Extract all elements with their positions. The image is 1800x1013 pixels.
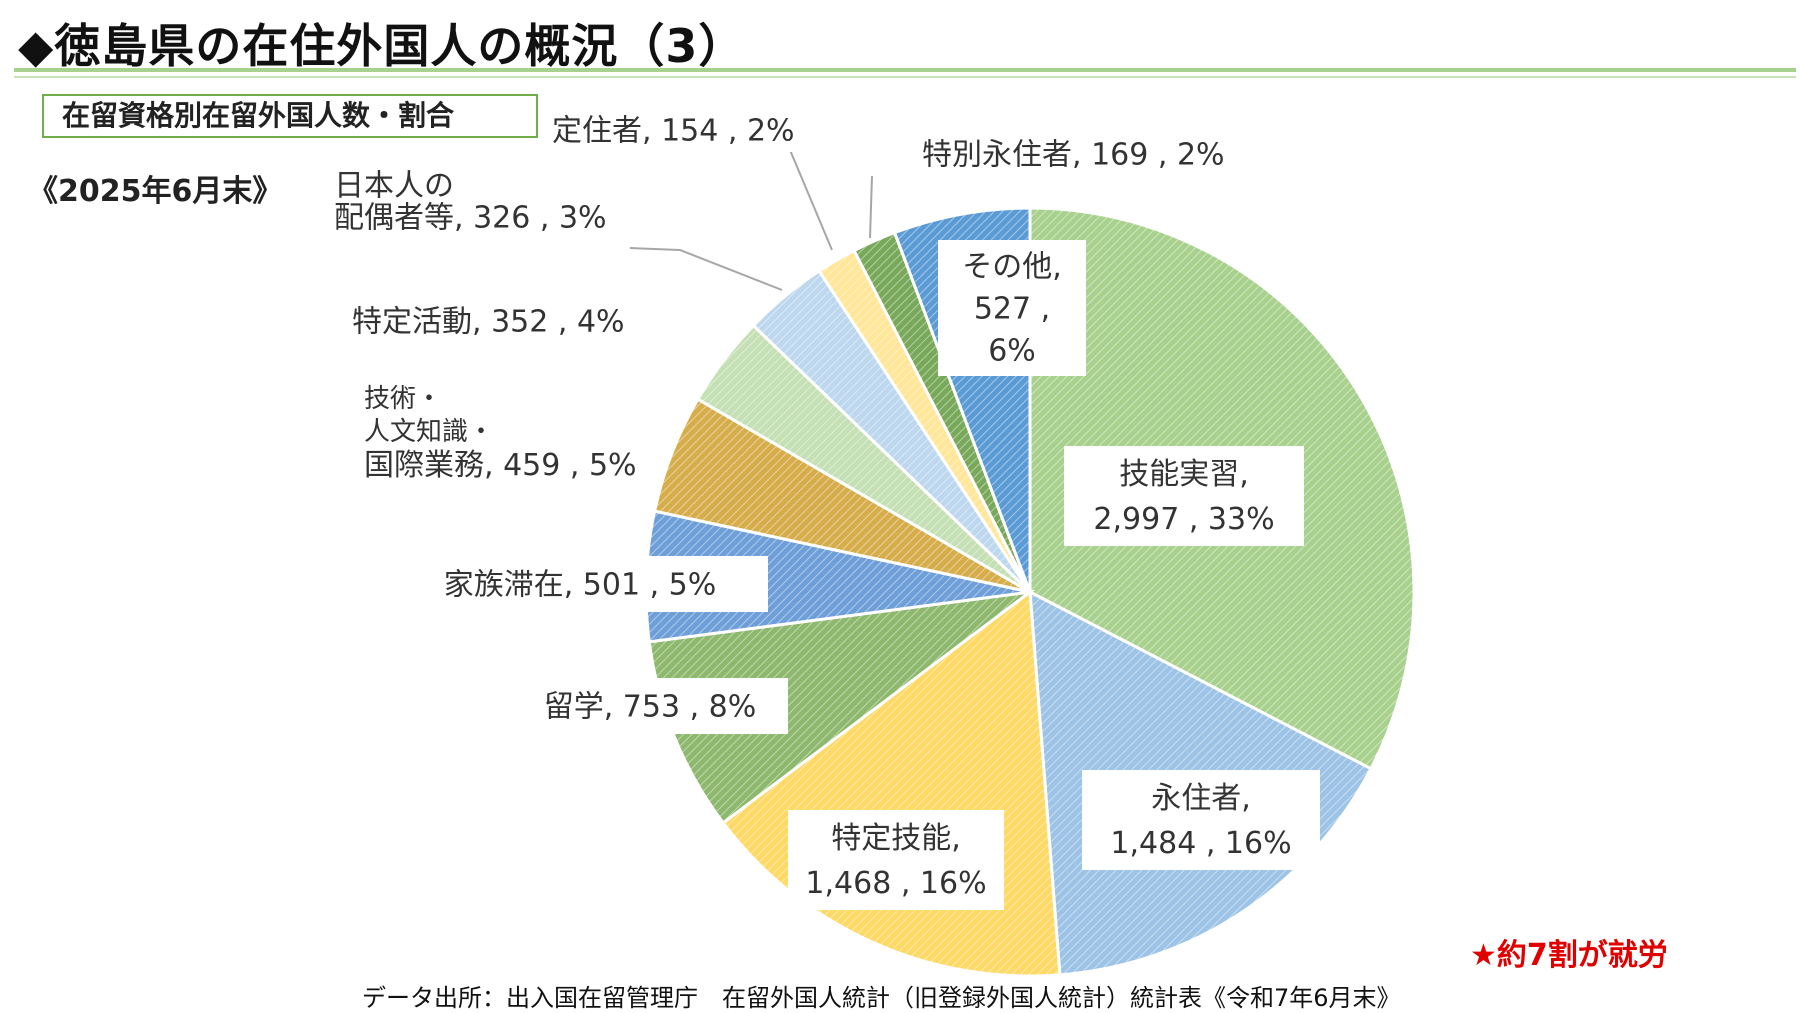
data-label-1-line-1: 1,484 , 16%: [1110, 826, 1291, 861]
data-label-0-line-0: 技能実習,: [1119, 457, 1249, 492]
leader-line-9: [869, 175, 873, 239]
data-label-bg-9: [918, 132, 1248, 176]
data-label-7-line-1: 配偶者等, 326 , 3%: [334, 201, 607, 236]
data-label-bg-0: [1064, 446, 1304, 546]
data-label-8-line-0: 定住者, 154 , 2%: [552, 114, 795, 149]
pie-slice-hatch-3: [649, 592, 1030, 823]
data-label-7-line-0: 日本人の: [334, 169, 454, 204]
data-label-9-line-0: 特別永住者, 169 , 2%: [922, 138, 1225, 173]
pie-slice-hatch-6: [697, 325, 1030, 592]
data-label-2-line-1: 1,468 , 16%: [805, 866, 986, 901]
employment-note: ★約7割が就労: [1470, 938, 1668, 973]
data-label-bg-8: [548, 108, 818, 152]
pie-slice-hatch-7: [753, 271, 1030, 592]
data-label-10-line-2: 6%: [988, 334, 1036, 369]
leader-line-7: [629, 247, 783, 291]
data-label-bg-4: [392, 556, 768, 612]
title-underline: [14, 68, 1796, 72]
data-label-1-line-0: 永住者,: [1151, 781, 1251, 816]
data-label-10-line-0: その他,: [962, 250, 1062, 285]
data-label-bg-10: [938, 240, 1086, 376]
data-label-5-line-1: 人文知識・: [364, 417, 494, 447]
pie-slice-hatch-5: [654, 399, 1030, 592]
data-label-3-line-0: 留学, 753 , 8%: [544, 690, 757, 725]
data-label-bg-6: [348, 298, 648, 344]
data-source: データ出所：出入国在留管理庁 在留外国人統計（旧登録外国人統計）統計表《令和7年…: [362, 984, 1401, 1012]
pie-slice-hatch-9: [854, 232, 1030, 593]
pie-slice-hatch-8: [819, 250, 1030, 592]
data-label-bg-3: [512, 678, 788, 734]
data-label-6-line-0: 特定活動, 352 , 4%: [352, 305, 625, 340]
chart-subtitle: 在留資格別在留外国人数・割合: [42, 94, 538, 138]
data-label-bg-1: [1082, 770, 1320, 870]
data-label-5-line-0: 技術・: [364, 384, 442, 414]
data-label-bg-2: [788, 810, 1004, 910]
page-title: ◆徳島県の在住外国人の概況（3）: [18, 19, 746, 73]
data-label-5-line-2: 国際業務, 459 , 5%: [364, 448, 637, 483]
data-label-0-line-1: 2,997 , 33%: [1093, 502, 1274, 537]
date-label: 《2025年6月末》: [28, 174, 283, 209]
title-underline-thin: [14, 76, 1796, 78]
data-label-bg-7: [330, 164, 640, 238]
data-label-4-line-0: 家族滞在, 501 , 5%: [444, 568, 717, 603]
data-label-2-line-0: 特定技能,: [831, 821, 961, 856]
data-label-10-line-1: 527 ,: [974, 292, 1050, 327]
data-label-bg-5: [360, 376, 660, 486]
leader-line-8: [789, 149, 833, 251]
